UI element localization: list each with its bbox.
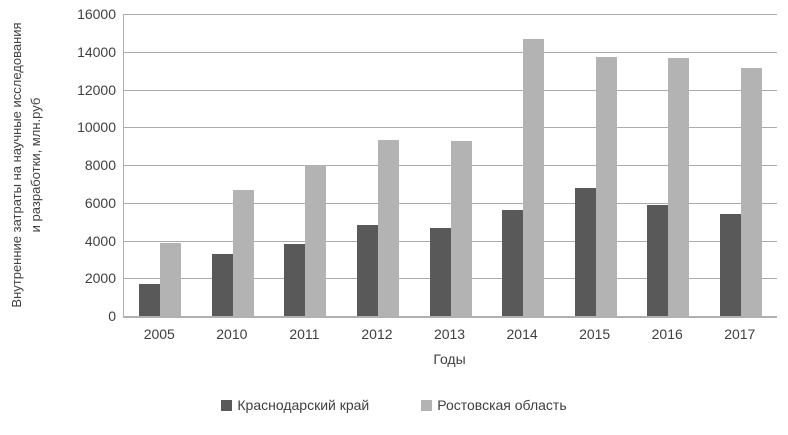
legend-label: Ростовская область	[437, 397, 567, 413]
x-axis-tick-label-2013: 2013	[433, 326, 466, 342]
x-axis-tick-label-2010: 2010	[216, 326, 248, 342]
gridline-6000	[124, 202, 777, 204]
bar-rostovskaya-oblast-2017	[740, 67, 762, 316]
bar-krasnodarskiy-kray-2011	[284, 244, 306, 316]
y-axis-tick-label-16000: 16000	[77, 6, 116, 22]
bar-krasnodarskiy-kray-2013	[429, 228, 451, 316]
bar-group-2017	[705, 14, 778, 316]
x-axis-tick-label-2014: 2014	[506, 326, 538, 342]
gridline-12000	[124, 89, 777, 91]
gridline-8000	[124, 165, 777, 166]
bar-group-2010	[197, 14, 270, 316]
gridline-10000	[124, 127, 777, 129]
bar-krasnodarskiy-kray-2017	[719, 214, 741, 316]
bar-group-2012	[342, 14, 415, 316]
legend: Краснодарский край Ростовская область	[0, 397, 788, 413]
bar-group-2016	[632, 14, 705, 316]
bar-rostovskaya-oblast-2016	[668, 58, 690, 316]
gridline-14000	[124, 51, 777, 53]
bars-layer	[124, 14, 777, 316]
plot-area	[123, 14, 777, 318]
x-axis-tick-label-2012: 2012	[361, 326, 393, 342]
bar-rostovskaya-oblast-2013	[450, 141, 472, 316]
bar-rostovskaya-oblast-2015	[595, 57, 617, 316]
bar-group-2014	[487, 14, 560, 316]
bar-krasnodarskiy-kray-2016	[647, 204, 669, 316]
y-axis-tick-label-8000: 8000	[84, 157, 116, 173]
x-axis-tick-label-2015: 2015	[579, 326, 611, 342]
y-axis-tick-label-0: 0	[108, 308, 116, 324]
x-axis-tick-label-2005: 2005	[143, 326, 175, 342]
x-axis-tick-labels: 2005 2010 2011 2012 2013 2014 2015 2016 2017	[123, 326, 776, 342]
gridline-16000	[124, 14, 777, 15]
bar-krasnodarskiy-kray-2005	[139, 283, 161, 316]
y-axis-tick-label-2000: 2000	[84, 270, 116, 287]
legend-item-rostovskaya-oblast: Ростовская область	[421, 397, 567, 413]
legend-label: Краснодарский край	[237, 397, 370, 413]
y-axis-tick-label-12000: 12000	[77, 81, 116, 98]
bar-rostovskaya-oblast-2011	[305, 165, 327, 316]
bar-krasnodarskiy-kray-2012	[356, 225, 378, 316]
y-axis-tick-label-6000: 6000	[84, 194, 116, 211]
bar-krasnodarskiy-kray-2010	[211, 253, 233, 316]
bar-krasnodarskiy-kray-2015	[574, 187, 596, 316]
bar-group-2011	[269, 14, 342, 316]
y-axis-tick-label-10000: 10000	[77, 119, 116, 136]
bar-group-2013	[414, 14, 487, 316]
bar-rostovskaya-oblast-2014	[523, 38, 545, 316]
legend-swatch-icon	[421, 399, 433, 411]
y-axis-tick-label-4000: 4000	[84, 232, 116, 249]
y-axis-tick-label-14000: 14000	[77, 43, 116, 60]
legend-item-krasnodarskiy-kray: Краснодарский край	[221, 397, 369, 413]
bar-group-2015	[559, 14, 632, 316]
legend-swatch-icon	[221, 399, 233, 411]
bar-rostovskaya-oblast-2005	[160, 243, 182, 316]
bar-rostovskaya-oblast-2012	[377, 140, 399, 316]
x-axis-tick-label-2016: 2016	[651, 326, 683, 342]
x-axis-tick-label-2017: 2017	[724, 326, 756, 342]
bar-group-2005	[124, 14, 197, 316]
bar-krasnodarskiy-kray-2014	[502, 210, 524, 316]
x-axis-title: Годы	[433, 351, 466, 367]
x-axis-tick-label-2011: 2011	[289, 326, 320, 342]
bar-rostovskaya-oblast-2010	[232, 190, 254, 316]
